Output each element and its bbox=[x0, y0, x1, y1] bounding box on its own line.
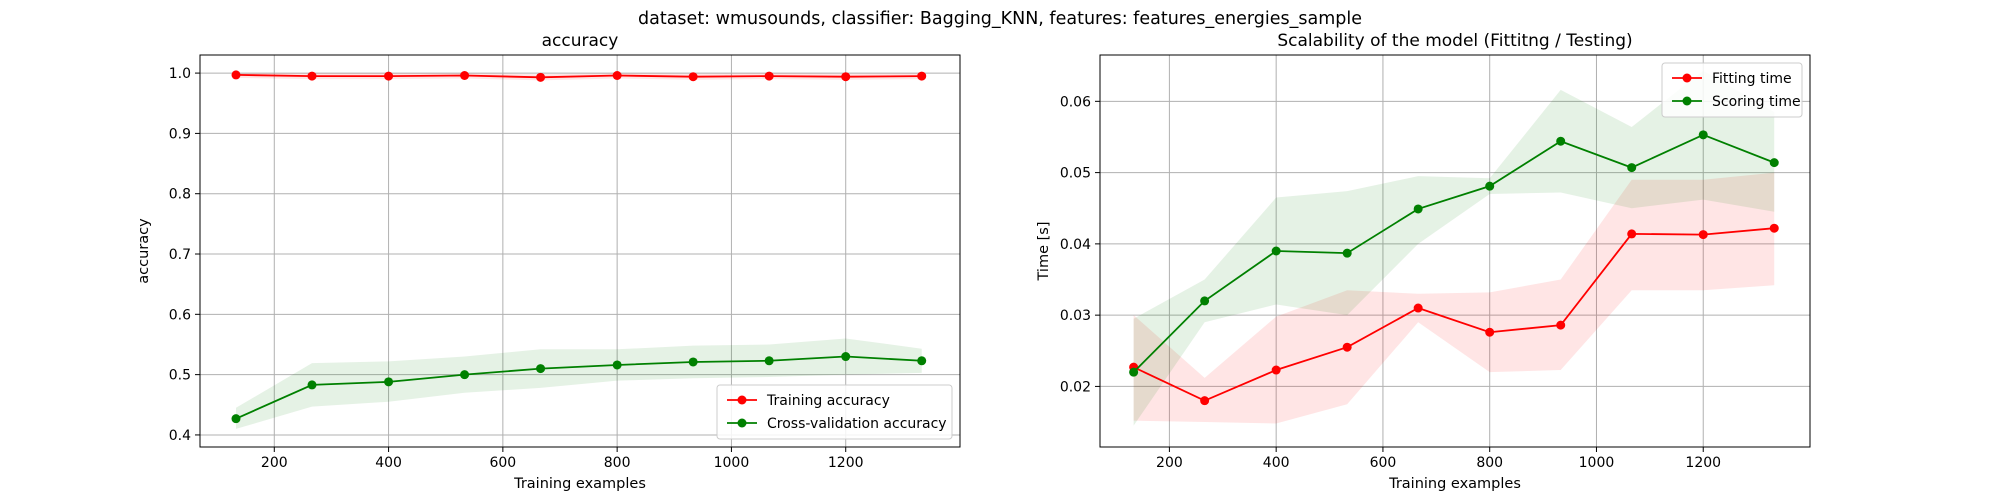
y-tick-label-4: 0.06 bbox=[1060, 94, 1091, 110]
point-series-0-3 bbox=[1342, 342, 1352, 352]
legend-label-0: Fitting time bbox=[1712, 71, 1792, 87]
line-series-0 bbox=[235, 74, 922, 79]
line-series-1 bbox=[235, 355, 922, 420]
point-series-1-8 bbox=[841, 352, 851, 362]
x-tick-label-0: 200 bbox=[261, 455, 288, 471]
legend: Training accuracy Cross-validation accura… bbox=[716, 384, 953, 440]
point-series-0-2 bbox=[1271, 365, 1281, 375]
point-series-0-9 bbox=[917, 71, 927, 81]
point-series-1-0 bbox=[231, 414, 241, 424]
point-series-1-7 bbox=[764, 356, 774, 366]
scalability-chart: 200 400 600 800 1000 1200 0.02 0.03 0.04 0.05 0.06… bbox=[1036, 31, 1811, 492]
point-series-1-3 bbox=[460, 370, 470, 380]
y-tick-label-6: 1.0 bbox=[169, 66, 191, 82]
axes-frame bbox=[199, 54, 961, 448]
x-axis-label: Training examples bbox=[1388, 476, 1521, 492]
point-series-1-4 bbox=[536, 364, 546, 374]
point-series-1-4 bbox=[1413, 204, 1423, 214]
point-series-0-4 bbox=[536, 72, 546, 82]
y-tick-label-3: 0.05 bbox=[1060, 166, 1091, 182]
chart-title: accuracy bbox=[542, 31, 619, 51]
x-tick-label-1: 400 bbox=[375, 455, 402, 471]
x-axis-label: Training examples bbox=[513, 476, 646, 492]
point-series-0-6 bbox=[688, 72, 698, 82]
y-axis-label: accuracy bbox=[136, 218, 152, 284]
band-series-0 bbox=[1133, 172, 1775, 424]
point-series-0-3 bbox=[460, 71, 470, 81]
line-series-1 bbox=[1132, 133, 1775, 373]
point-series-1-9 bbox=[917, 356, 927, 366]
x-tick-label-2: 600 bbox=[489, 455, 516, 471]
x-tick-label-0: 200 bbox=[1156, 455, 1183, 471]
axes-frame bbox=[1099, 54, 1811, 448]
chart-title: Scalability of the model (Fittitng / Tes… bbox=[1277, 31, 1632, 51]
legend-label-1: Scoring time bbox=[1712, 94, 1801, 110]
legend-marker-1 bbox=[737, 418, 747, 428]
point-series-0-7 bbox=[1627, 229, 1637, 239]
legend-box bbox=[716, 384, 953, 440]
point-series-0-5 bbox=[1485, 327, 1495, 337]
legend-label-1: Cross-validation accuracy bbox=[767, 416, 947, 432]
point-series-1-3 bbox=[1342, 248, 1352, 258]
point-series-0-2 bbox=[384, 71, 394, 81]
point-series-1-1 bbox=[307, 380, 317, 390]
accuracy-chart: 200 400 600 800 1000 1200 0.4 0.5 0.6 0.7 0.8 0.9 1.… bbox=[136, 31, 961, 492]
point-series-1-2 bbox=[384, 377, 394, 387]
legend: Fitting time Scoring time bbox=[1661, 62, 1803, 118]
y-tick-label-2: 0.04 bbox=[1060, 237, 1091, 253]
x-tick-label-4: 1000 bbox=[1579, 455, 1615, 471]
point-series-1-9 bbox=[1769, 158, 1779, 168]
y-tick-label-1: 0.03 bbox=[1060, 308, 1091, 324]
y-tick-label-2: 0.6 bbox=[169, 307, 191, 323]
point-series-0-1 bbox=[1200, 396, 1210, 406]
point-series-1-7 bbox=[1627, 163, 1637, 173]
x-tick-label-1: 400 bbox=[1263, 455, 1290, 471]
point-series-1-2 bbox=[1271, 246, 1281, 256]
x-tick-label-5: 1200 bbox=[1685, 455, 1721, 471]
y-tick-label-4: 0.8 bbox=[169, 187, 191, 203]
point-series-1-5 bbox=[1485, 181, 1495, 191]
point-series-0-7 bbox=[764, 71, 774, 81]
figure-suptitle: dataset: wmusounds, classifier: Bagging_… bbox=[638, 9, 1362, 29]
point-series-0-6 bbox=[1556, 320, 1566, 330]
x-tick-label-2: 600 bbox=[1370, 455, 1397, 471]
legend-box bbox=[1661, 62, 1803, 118]
point-series-1-8 bbox=[1698, 130, 1708, 140]
point-series-0-9 bbox=[1769, 223, 1779, 233]
legend-marker-0 bbox=[737, 395, 747, 405]
y-tick-label-1: 0.5 bbox=[169, 368, 191, 384]
point-series-0-4 bbox=[1413, 303, 1423, 313]
y-tick-label-3: 0.7 bbox=[169, 247, 191, 263]
legend-marker-0 bbox=[1682, 73, 1692, 83]
legend-marker-1 bbox=[1682, 96, 1692, 106]
y-axis-label: Time [s] bbox=[1036, 222, 1052, 282]
legend-label-0: Training accuracy bbox=[766, 393, 890, 409]
y-tick-label-0: 0.4 bbox=[169, 428, 191, 444]
point-series-1-5 bbox=[612, 360, 622, 370]
x-tick-label-3: 800 bbox=[604, 455, 631, 471]
y-tick-label-5: 0.9 bbox=[169, 126, 191, 142]
band-series-1 bbox=[1133, 70, 1775, 426]
x-tick-label-3: 800 bbox=[1476, 455, 1503, 471]
point-series-0-8 bbox=[841, 72, 851, 82]
point-series-0-5 bbox=[612, 71, 622, 81]
y-tick-label-0: 0.02 bbox=[1060, 379, 1091, 395]
point-series-1-0 bbox=[1129, 367, 1139, 377]
x-tick-label-4: 1000 bbox=[714, 455, 750, 471]
point-series-1-6 bbox=[1556, 136, 1566, 146]
point-series-1-1 bbox=[1200, 296, 1210, 306]
line-series-0 bbox=[1133, 227, 1775, 402]
point-series-0-1 bbox=[307, 71, 317, 81]
point-series-0-8 bbox=[1698, 230, 1708, 240]
point-series-1-6 bbox=[688, 357, 698, 367]
point-series-0-0 bbox=[231, 70, 241, 80]
x-tick-label-5: 1200 bbox=[828, 455, 864, 471]
